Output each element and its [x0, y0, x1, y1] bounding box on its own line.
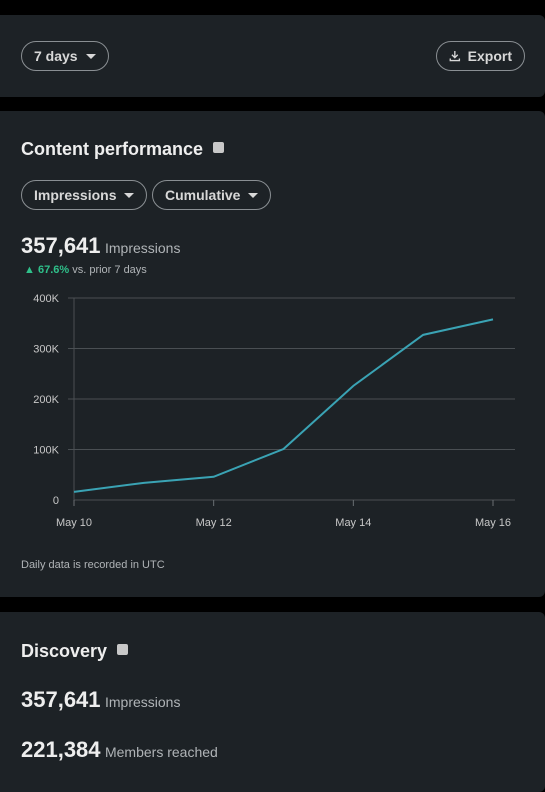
discovery-card: Discovery 357,641 Impressions 221,384 Me…	[0, 612, 545, 792]
metric-value: 357,641	[21, 687, 101, 712]
range-label: 7 days	[34, 48, 78, 64]
change-label: vs. prior 7 days	[72, 264, 147, 276]
y-tick-label: 400K	[33, 293, 59, 305]
range-dropdown[interactable]: 7 days	[21, 41, 109, 71]
y-tick-label: 100K	[33, 444, 59, 456]
metric-value: 221,384	[21, 737, 101, 762]
x-tick-label: May 10	[56, 517, 92, 529]
mode-dropdown[interactable]: Cumulative	[152, 180, 272, 210]
line	[73, 318, 494, 493]
x-tick-label: May 16	[475, 517, 511, 529]
x-tick-label: May 12	[196, 517, 232, 529]
metric-label: Impressions	[34, 187, 117, 203]
export-button[interactable]: Export	[436, 41, 525, 71]
x-tick-label: May 14	[335, 517, 371, 529]
title-text: Discovery	[21, 641, 108, 661]
y-tick-label: 200K	[33, 394, 59, 406]
metric-dropdown[interactable]: Impressions	[21, 180, 148, 210]
y-tick-label: 0	[53, 495, 59, 507]
metric-label: Impressions	[104, 694, 181, 710]
metric-label: Members reached	[104, 744, 218, 760]
mode-label: Cumulative	[165, 187, 241, 203]
section-title: Discovery	[21, 641, 129, 662]
total-value: 357,641	[21, 233, 101, 258]
change-row: ▲ 67.6% vs. prior 7 days	[24, 264, 147, 276]
metric-row: 221,384 Members reached	[21, 737, 218, 763]
chart: 0 100K 200K 300K 400K May 10 May 12 May 14 May 1…	[33, 293, 515, 529]
download-icon	[449, 51, 461, 62]
section-title: Content performance	[21, 139, 225, 160]
footnote: Daily data is recorded in UTC	[21, 559, 165, 571]
performance-card: Content performance Impressions Cumulati…	[0, 111, 545, 597]
total-label: Impressions	[104, 240, 181, 256]
change-value: 67.6%	[37, 264, 70, 276]
export-label: Export	[467, 48, 512, 64]
y-tick-label: 300K	[33, 343, 59, 355]
title-text: Content performance	[21, 139, 204, 159]
metric-row: 357,641 Impressions	[21, 687, 180, 713]
toolbar-card: 7 days Export	[0, 15, 545, 97]
total-row: 357,641 Impressions	[21, 233, 180, 259]
